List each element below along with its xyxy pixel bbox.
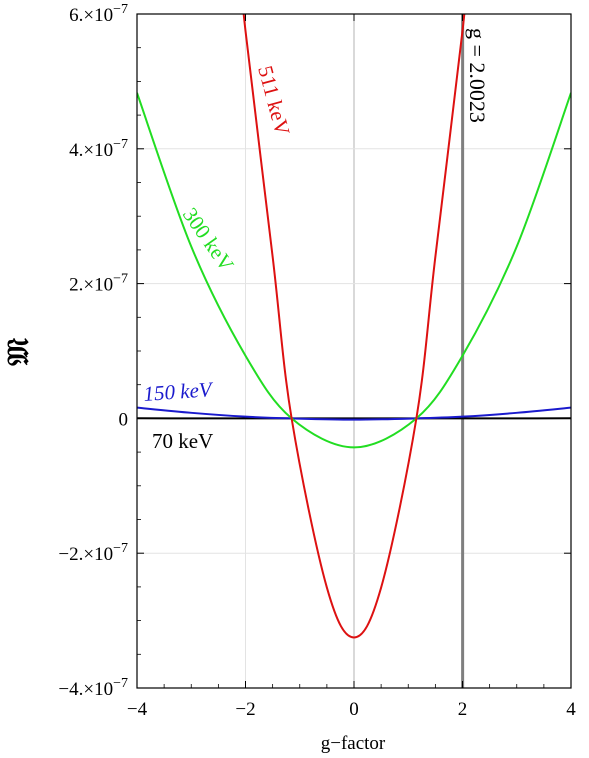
x-tick-label: −2 (235, 699, 255, 720)
y-tick-label: 0 (119, 409, 129, 430)
y-axis-label: 𝔐 (1, 338, 36, 366)
series-line-300-kev (137, 92, 571, 449)
series-label-70: 70 keV (152, 429, 213, 453)
y-tick-label: −4.×10−7 (58, 676, 128, 700)
x-tick-label: −4 (127, 699, 148, 720)
series-line-150-kev (137, 406, 571, 421)
x-tick-label: 0 (349, 699, 359, 720)
ticks: −4 −2 0 2 4 −4.×10−7 −2.×10−7 0 2.×10−7 4.×10−7 6.… (58, 2, 576, 720)
y-tick-label: 4.×10−7 (69, 137, 128, 161)
y-tick-label: −2.×10−7 (58, 541, 128, 565)
y-tick-label: 2.×10−7 (69, 272, 128, 296)
y-tick-label: 6.×10−7 (69, 2, 128, 26)
series-label-300: 300 keV (178, 203, 239, 276)
series-group (137, 14, 571, 639)
series-line-511-kev (242, 14, 466, 639)
x-axis-label: g−factor (321, 733, 386, 754)
series-label-511: 511 keV (253, 63, 295, 138)
grid (137, 14, 571, 688)
vertical-line-label: g = 2.0023 (465, 28, 490, 123)
x-tick-label: 4 (566, 699, 576, 720)
x-tick-label: 2 (458, 699, 468, 720)
series-label-150: 150 keV (143, 377, 215, 406)
